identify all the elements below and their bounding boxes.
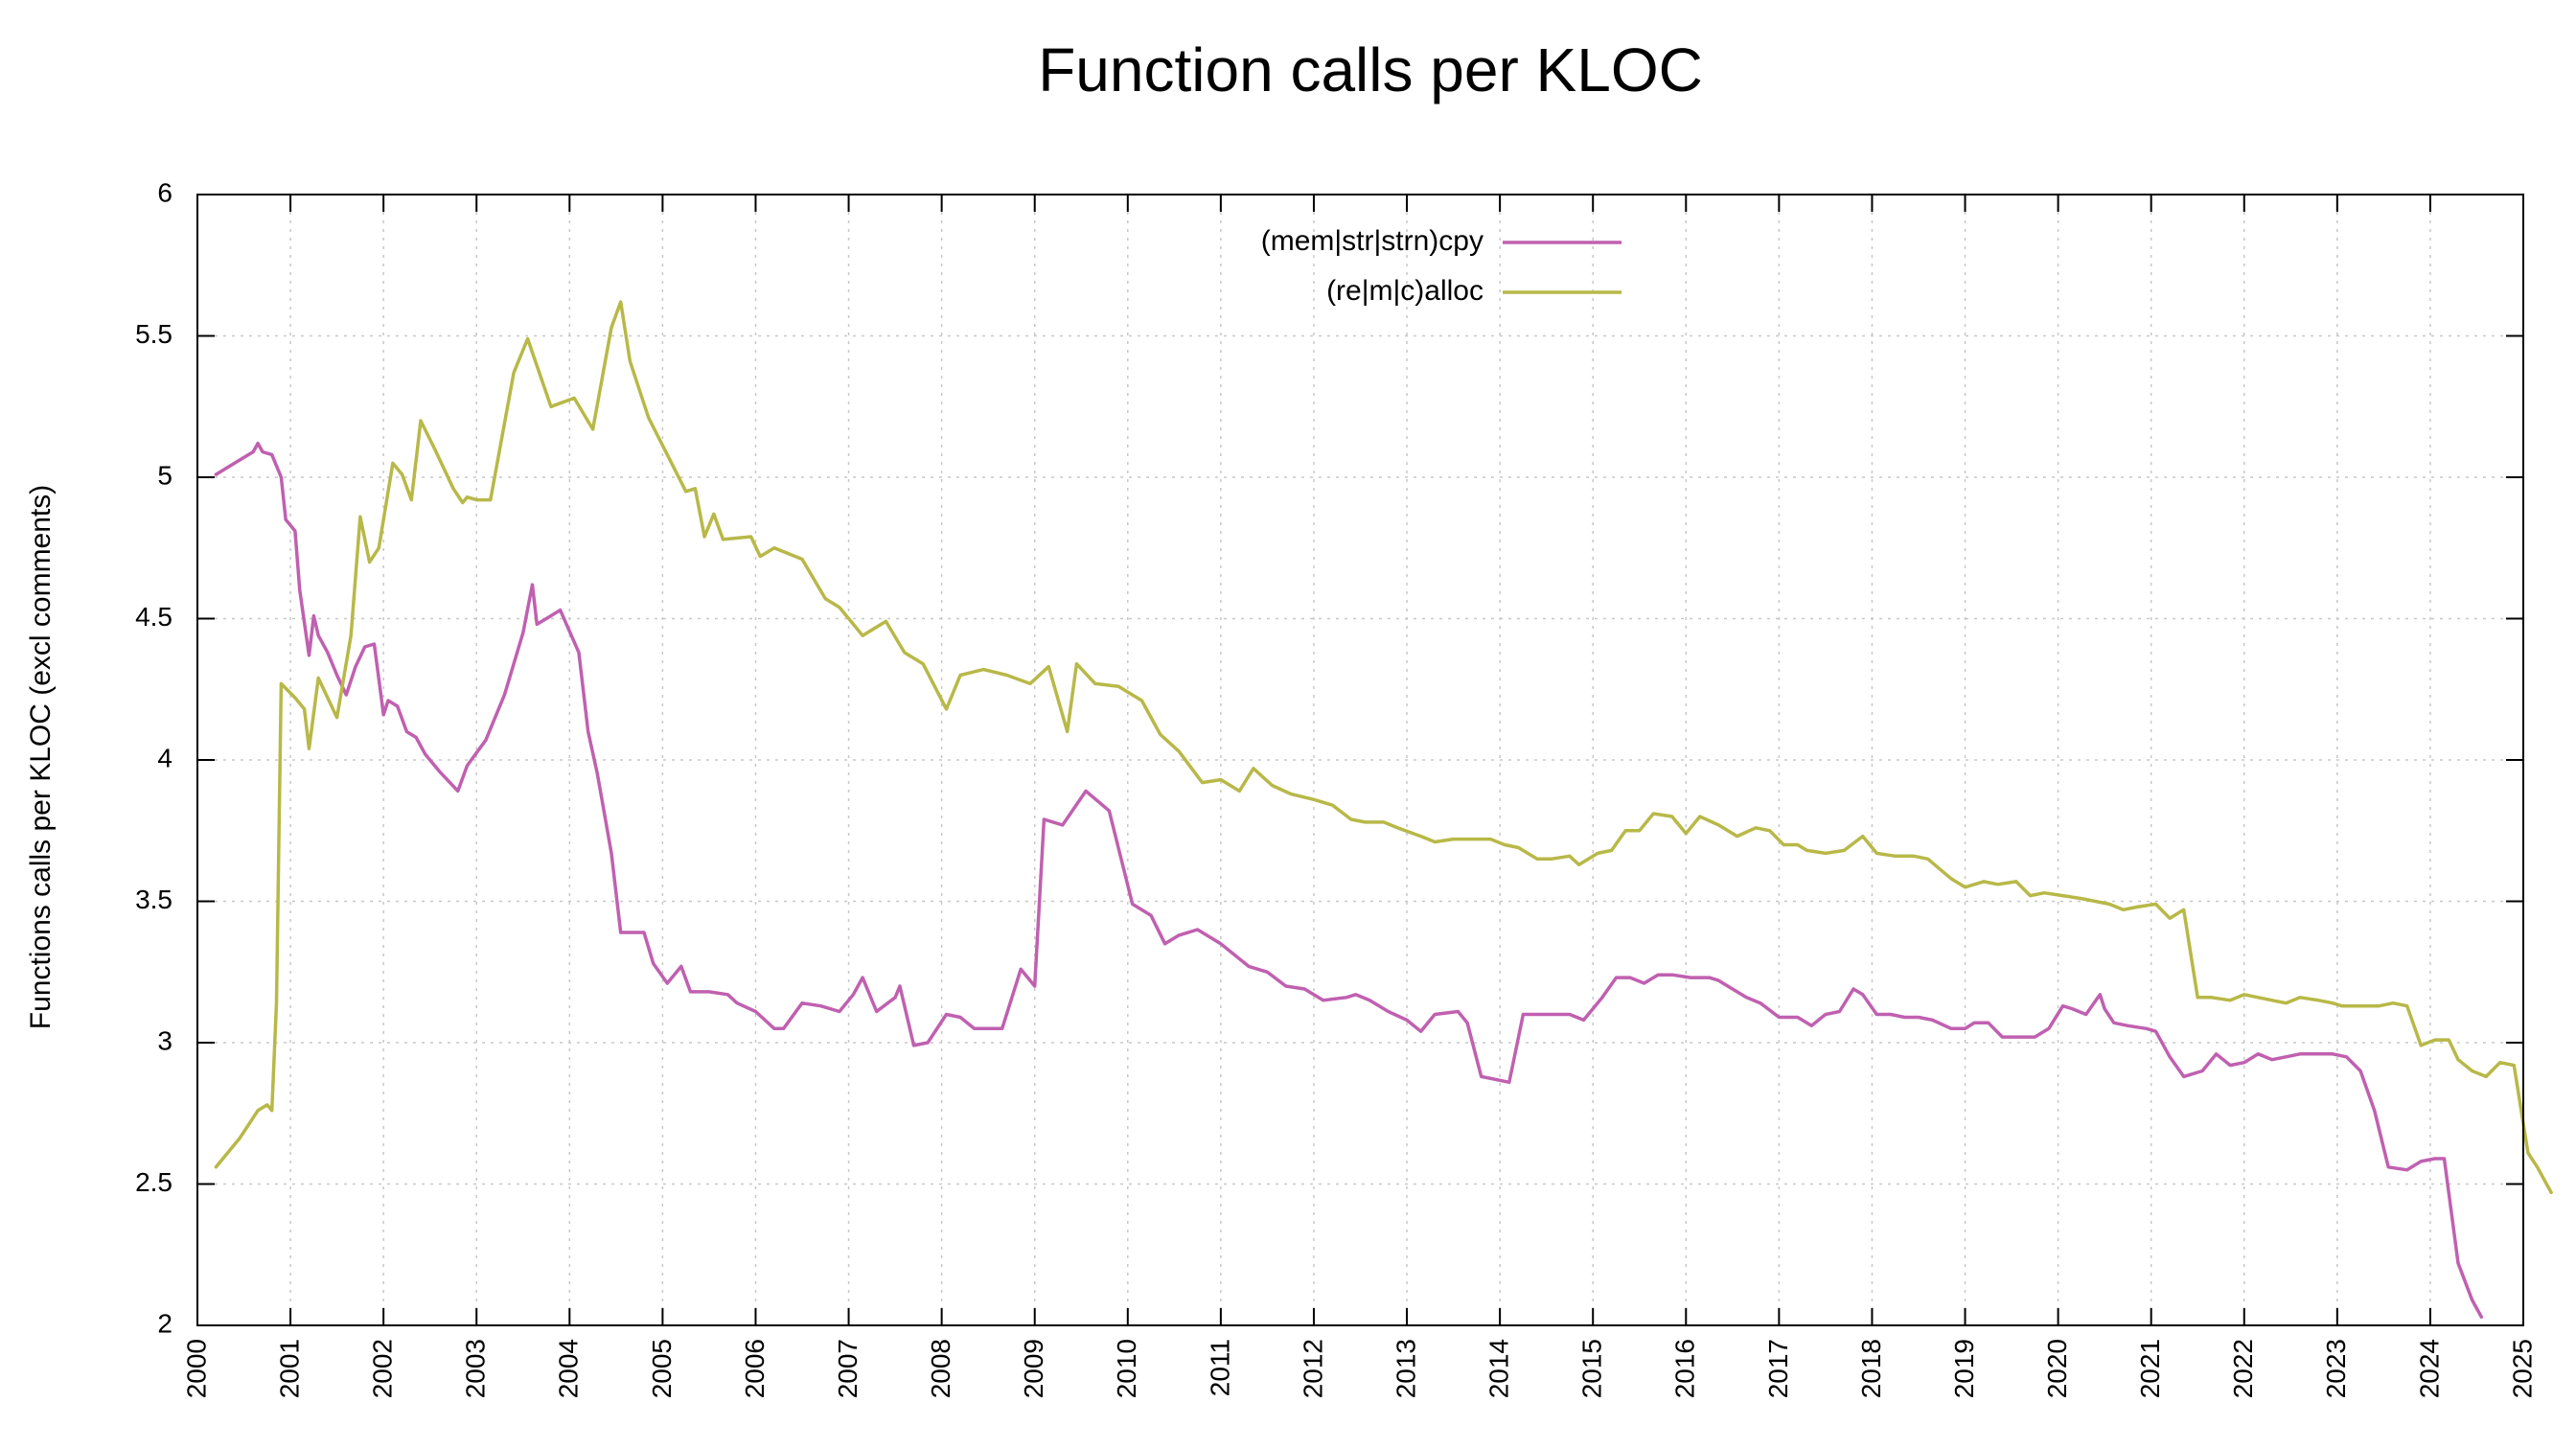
y-tick-label: 3 — [157, 1025, 172, 1055]
x-tick-label: 2016 — [1670, 1339, 1700, 1398]
y-tick-label: 4 — [157, 743, 172, 772]
y-tick-label: 5 — [157, 460, 172, 490]
legend-label-1: (mem|str|strn)cpy — [1261, 225, 1484, 257]
x-tick-label: 2011 — [1205, 1339, 1234, 1396]
x-tick-label: 2003 — [461, 1339, 491, 1398]
series-line-2 — [214, 300, 2553, 1195]
x-tick-label: 2024 — [2414, 1339, 2444, 1398]
x-tick-label: 2008 — [926, 1339, 955, 1398]
x-tick-label: 2017 — [1763, 1339, 1793, 1398]
x-tick-label: 2004 — [554, 1339, 584, 1398]
x-tick-label: 2025 — [2507, 1339, 2537, 1398]
x-tick-label: 2002 — [368, 1339, 398, 1398]
chart-title: Function calls per KLOC — [1038, 35, 1703, 104]
x-tick-label: 2022 — [2228, 1339, 2258, 1398]
x-tick-label: 2009 — [1019, 1339, 1048, 1398]
x-tick-label: 2013 — [1391, 1339, 1420, 1398]
y-tick-label: 3.5 — [135, 885, 172, 914]
series-line-1 — [214, 441, 2484, 1319]
x-tick-label: 2012 — [1298, 1339, 1327, 1398]
grid — [197, 195, 2523, 1325]
x-tick-label: 2007 — [833, 1339, 862, 1398]
y-tick-label: 6 — [157, 177, 172, 207]
y-tick-label: 4.5 — [135, 602, 172, 632]
x-tick-label: 2021 — [2135, 1339, 2165, 1398]
y-tick-label: 5.5 — [135, 319, 172, 349]
y-tick-label: 2.5 — [135, 1167, 172, 1197]
x-tick-label: 2010 — [1112, 1339, 1141, 1398]
x-tick-label: 2000 — [181, 1339, 211, 1398]
x-tick-label: 2006 — [740, 1339, 770, 1398]
y-axis-label: Functions calls per KLOC (excl comments) — [25, 485, 57, 1030]
series-layer — [214, 300, 2553, 1319]
x-tick-label: 2014 — [1484, 1339, 1514, 1398]
x-tick-label: 2005 — [647, 1339, 677, 1398]
x-tick-label: 2015 — [1577, 1339, 1607, 1398]
legend-label-2: (re|m|c)alloc — [1326, 275, 1484, 307]
x-tick-label: 2019 — [1949, 1339, 1979, 1398]
x-tick-label: 2020 — [2042, 1339, 2072, 1398]
legend: (mem|str|strn)cpy (re|m|c)alloc — [1261, 225, 1622, 307]
x-tick-label: 2023 — [2321, 1339, 2351, 1398]
x-tick-label: 2001 — [274, 1339, 304, 1398]
ticks: 2000 2001 2002 2003 2004 2005 2006 2007 2008 2009… — [135, 177, 2537, 1398]
y-tick-label: 2 — [157, 1308, 172, 1338]
x-tick-label: 2018 — [1856, 1339, 1886, 1398]
